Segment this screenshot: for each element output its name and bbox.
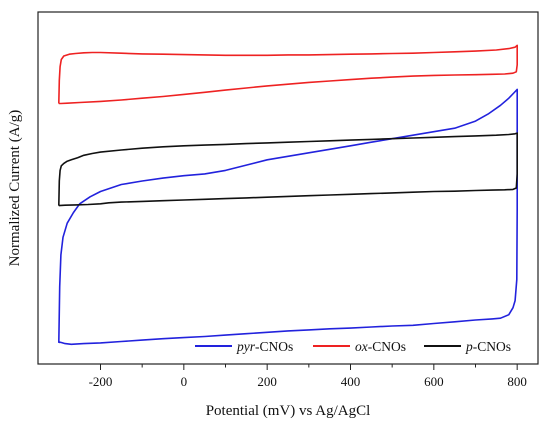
legend: pyr-CNOs ox-CNOs p-CNOs — [195, 339, 511, 354]
plot-frame — [37, 11, 539, 365]
legend-label-ox-cnos: ox-CNOs — [355, 339, 406, 354]
x-tick-label: 600 — [424, 374, 444, 389]
y-axis-title: Normalized Current (A/g) — [7, 110, 23, 267]
x-ticks: -200 0 200 400 600 800 — [89, 364, 527, 389]
x-tick-label: 400 — [341, 374, 361, 389]
x-tick-label: 200 — [257, 374, 277, 389]
series-p-cnos — [58, 132, 518, 207]
legend-label-p-cnos: p-CNOs — [465, 339, 511, 354]
legend-label-pyr-cnos: pyr-CNOs — [236, 339, 293, 354]
x-tick-label: 0 — [181, 374, 188, 389]
x-tick-label: 800 — [507, 374, 527, 389]
x-axis-title: Potential (mV) vs Ag/AgCl — [206, 403, 371, 419]
series-pyr-cnos — [58, 88, 518, 346]
series-layer — [58, 44, 518, 346]
series-ox-cnos — [58, 44, 518, 105]
x-tick-label: -200 — [89, 374, 113, 389]
